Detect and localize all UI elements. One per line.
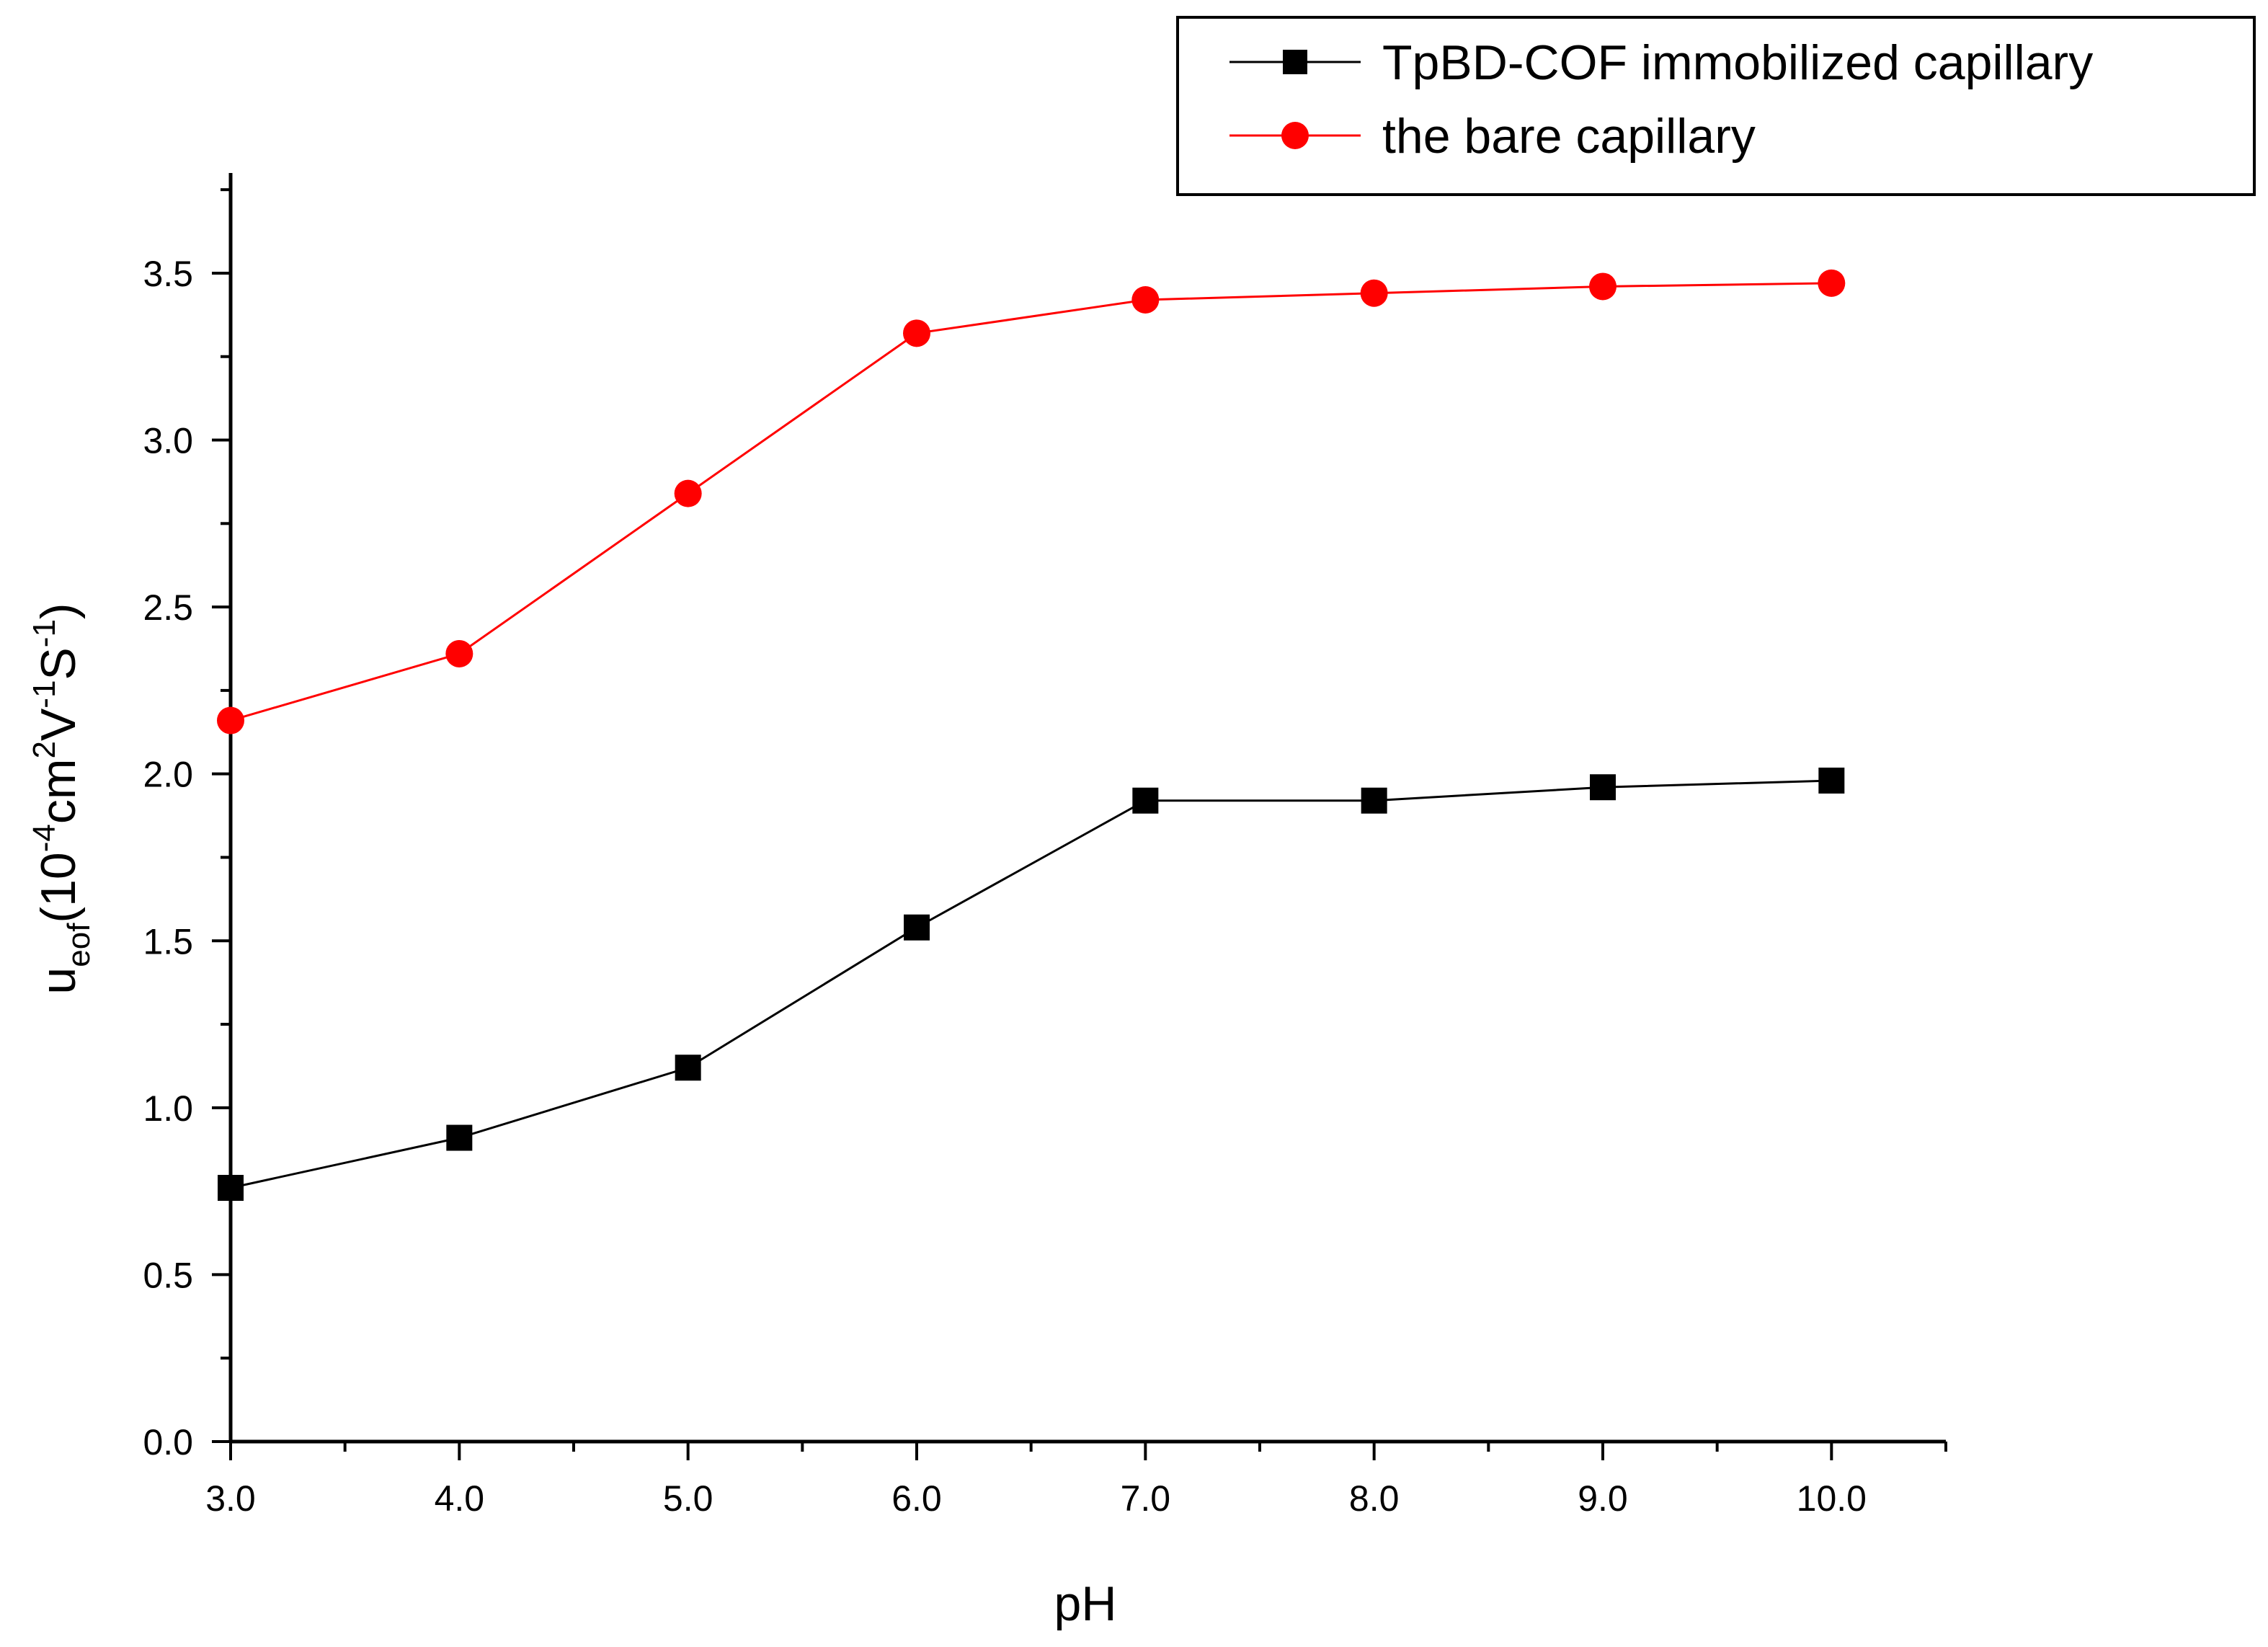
y-axis-title-part1: (10 <box>31 852 86 923</box>
data-point <box>903 319 930 347</box>
data-point <box>1132 787 1159 814</box>
x-axis-tick-labels: 3.0 4.0 5.0 6.0 7.0 8.0 9.0 10.0 <box>205 1478 1867 1519</box>
axes <box>228 173 1946 1444</box>
data-point <box>1131 286 1160 314</box>
y-axis-title-part4: S <box>31 647 86 680</box>
y-tick-label: 0.0 <box>143 1422 193 1462</box>
data-point <box>1361 787 1387 814</box>
data-point <box>675 1055 701 1081</box>
legend-label-bare: the bare capillary <box>1382 109 1756 164</box>
data-point <box>218 1175 244 1201</box>
legend-box <box>1176 16 2256 196</box>
series-layer <box>217 269 1846 1201</box>
data-point <box>217 706 244 734</box>
y-axis-title-sup3: -1 <box>27 680 62 709</box>
y-axis-title-part3: V <box>31 708 86 741</box>
y-tick-label: 2.5 <box>143 587 193 628</box>
y-axis-tick-labels: 0.0 0.5 1.0 1.5 2.0 2.5 3.0 3.5 <box>143 254 193 1462</box>
series-bare <box>217 269 1846 734</box>
series-line <box>230 282 1832 722</box>
x-tick-label: 8.0 <box>1349 1478 1400 1519</box>
data-point <box>674 479 702 507</box>
data-point <box>1818 269 1846 297</box>
data-point <box>446 1124 473 1151</box>
y-axis-title-sup4: -1 <box>27 619 62 647</box>
series-line <box>230 779 1832 1189</box>
y-axis-title-sub: eof <box>61 923 97 967</box>
x-tick-label: 3.0 <box>205 1478 256 1519</box>
data-point <box>1590 774 1616 801</box>
y-axis-title-base: u <box>31 967 86 995</box>
data-point <box>1818 767 1845 794</box>
x-tick-label: 6.0 <box>891 1478 942 1519</box>
data-point <box>904 914 930 941</box>
x-axis-title: pH <box>1054 1576 1117 1631</box>
data-point <box>1589 272 1616 301</box>
legend-marker-circle <box>1281 122 1309 149</box>
x-tick-label: 10.0 <box>1797 1478 1867 1519</box>
legend-label-tpbd-cof: TpBD-COF immobilized capillary <box>1382 35 2093 90</box>
legend-entry-tpbd-cof: TpBD-COF immobilized capillary <box>1229 35 2093 90</box>
legend: TpBD-COF immobilized capillary the bare … <box>1176 16 2256 196</box>
y-axis-title-sup2: 2 <box>27 741 62 758</box>
x-tick-label: 5.0 <box>663 1478 713 1519</box>
x-tick-label: 9.0 <box>1578 1478 1628 1519</box>
y-tick-label: 3.0 <box>143 421 193 461</box>
y-tick-label: 1.5 <box>143 921 193 962</box>
legend-marker-square <box>1283 50 1307 74</box>
y-axis-title-part2: cm <box>31 759 86 825</box>
y-tick-label: 1.0 <box>143 1088 193 1129</box>
x-axis-ticks <box>229 1442 1947 1460</box>
y-tick-label: 0.5 <box>143 1255 193 1295</box>
y-axis-title-part5: ) <box>31 603 86 619</box>
y-tick-label: 3.5 <box>143 254 193 294</box>
x-tick-label: 4.0 <box>435 1478 485 1519</box>
y-axis-title: ueof(10-4cm2V-1S-1) <box>27 603 97 994</box>
legend-entry-bare: the bare capillary <box>1229 109 1756 164</box>
series-tpbd-cof <box>218 767 1845 1201</box>
x-tick-label: 7.0 <box>1121 1478 1171 1519</box>
y-tick-label: 2.0 <box>143 755 193 795</box>
y-axis-title-sup1: -4 <box>27 824 62 852</box>
data-point <box>445 639 473 667</box>
data-point <box>1360 279 1388 307</box>
